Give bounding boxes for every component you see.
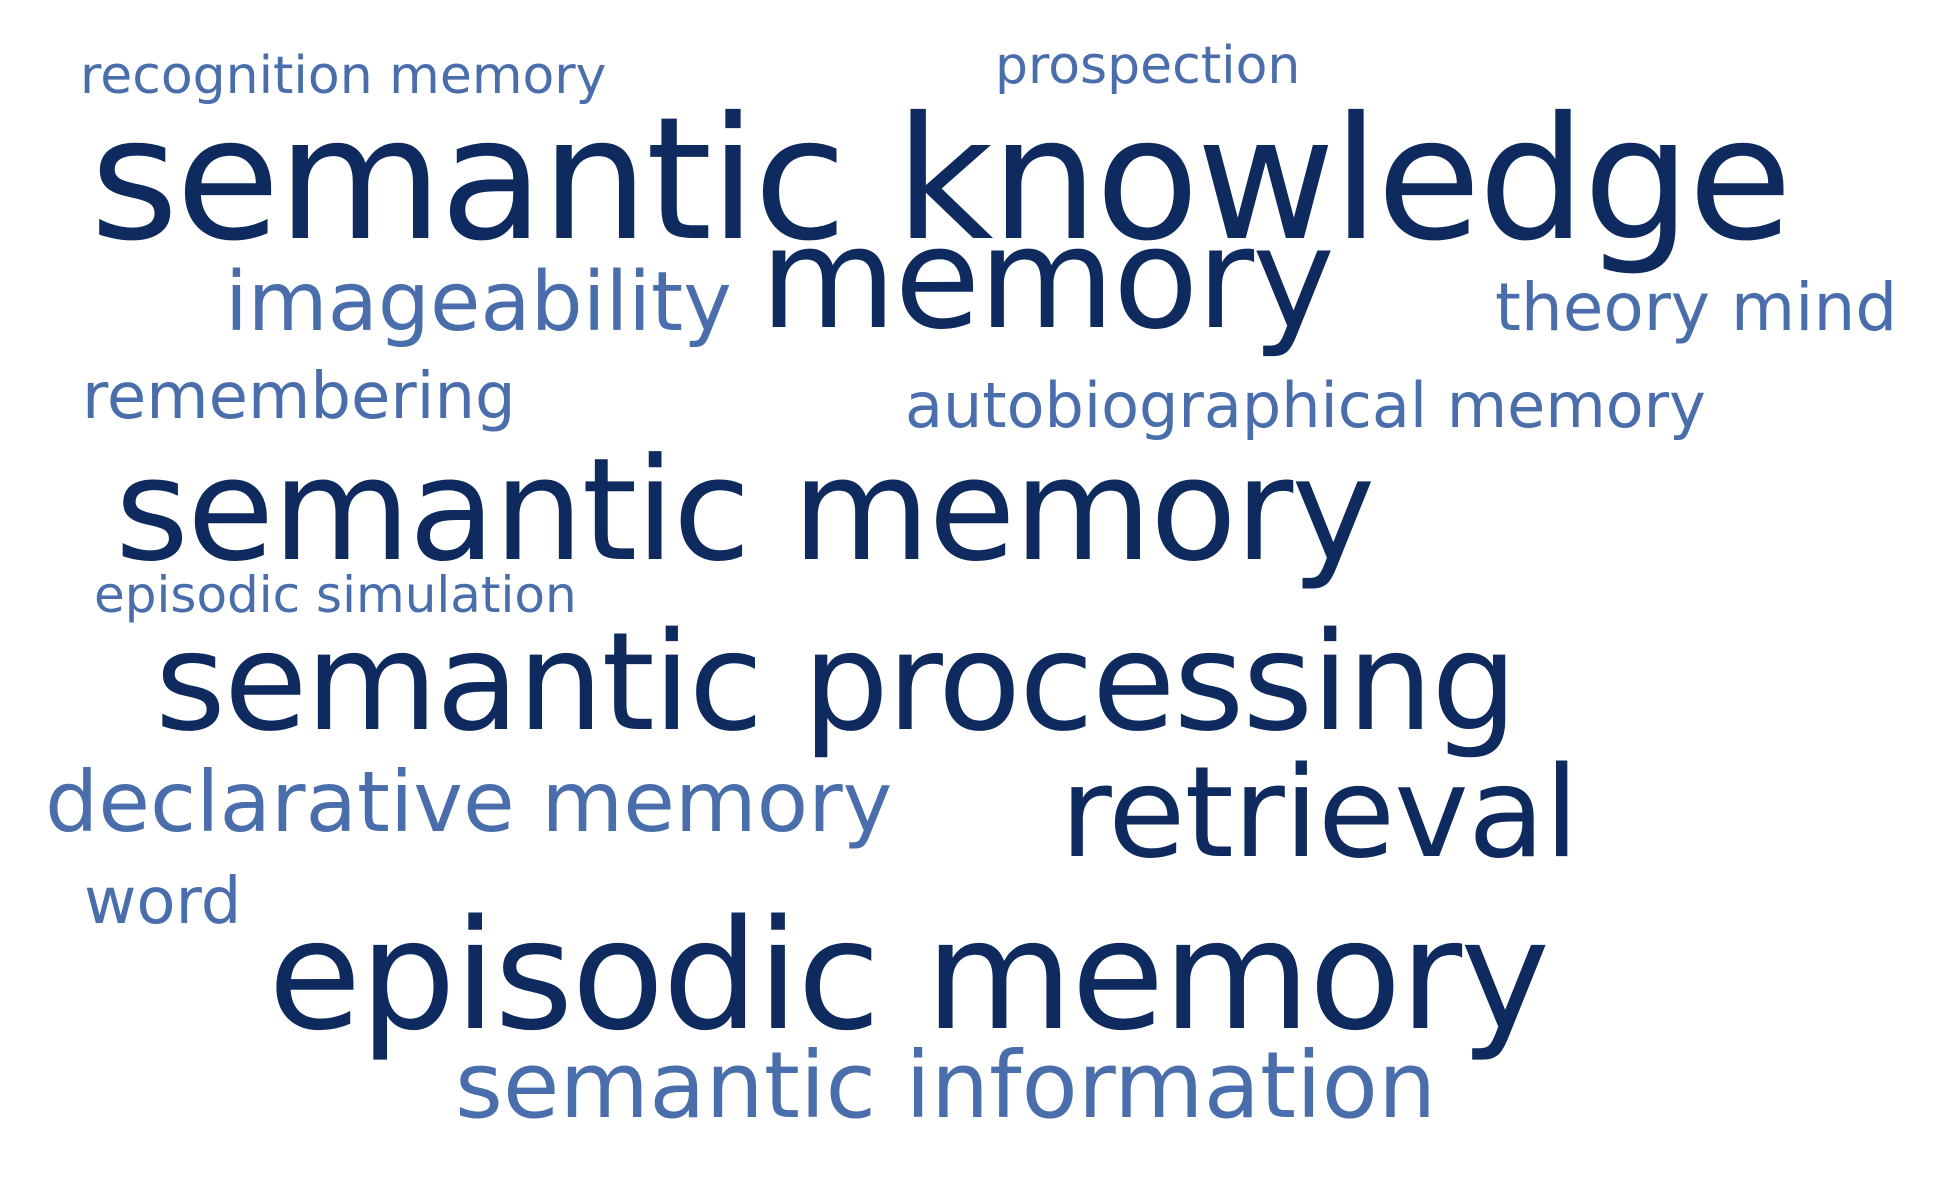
word-prospection: prospection: [995, 36, 1301, 96]
word-retrieval: retrieval: [1060, 739, 1579, 886]
word-autobiographical-memory: autobiographical memory: [905, 369, 1706, 442]
word-semantic-processing: semantic processing: [155, 604, 1518, 762]
word-theory-mind: theory mind: [1495, 269, 1898, 346]
word-memory: memory: [760, 198, 1335, 361]
word-semantic-memory: semantic memory: [115, 428, 1375, 593]
word-imageability: imageability: [225, 255, 732, 350]
word-semantic-knowledge: semantic knowledge: [90, 81, 1793, 279]
word-recognition-memory: recognition memory: [80, 46, 607, 106]
word-semantic-information: semantic information: [455, 1032, 1437, 1139]
word-word: word: [84, 865, 242, 939]
word-episodic-memory: episodic memory: [268, 887, 1550, 1064]
word-declarative-memory: declarative memory: [45, 753, 893, 851]
word-remembering: remembering: [82, 360, 516, 434]
word-episodic-simulation: episodic simulation: [94, 566, 577, 624]
